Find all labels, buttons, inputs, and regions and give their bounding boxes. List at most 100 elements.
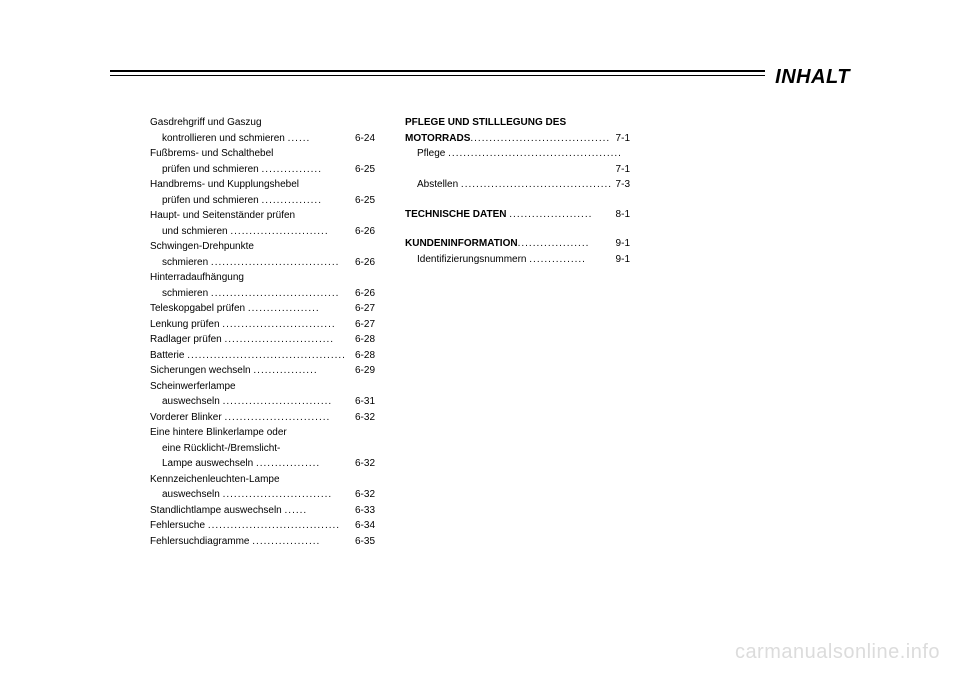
toc-page: 6-28 [353,348,375,364]
toc-page: 6-33 [353,503,375,519]
toc-entry: Lampe auswechseln ................. 6-32 [150,456,375,472]
toc-entry: Sicherungen wechseln ................. 6-… [150,363,375,379]
toc-column-2: PFLEGE UND STILLLEGUNG DES MOTORRADS....… [405,115,630,549]
toc-page: 6-25 [353,162,375,178]
page: INHALT Gasdrehgriff und Gaszug kontrolli… [0,0,960,678]
leader: ................. [256,458,320,469]
toc-label: Schwingen-Drehpunkte [150,241,254,252]
toc-entry: Standlichtlampe auswechseln ...... 6-33 [150,503,375,519]
leader: ............... [529,254,586,265]
toc-label: Abstellen [417,179,458,190]
toc-entry: kontrollieren und schmieren ......6-24 [150,131,375,147]
toc-label: Standlichtlampe auswechseln [150,505,282,516]
toc-label: prüfen und schmieren [162,164,259,175]
leader: ................. [253,365,317,376]
leader: ............................. [225,334,335,345]
toc-page: 9-1 [614,252,630,268]
toc-label: Gasdrehgriff und Gaszug [150,117,262,128]
toc-entry: Schwingen-Drehpunkte [150,239,375,255]
toc-entry: schmieren ..............................… [150,255,375,271]
toc-page: 6-27 [353,317,375,333]
toc-label: Pflege [417,148,445,159]
toc-entry: Fehlersuchdiagramme .................. 6-… [150,534,375,550]
toc-label: Fehlersuchdiagramme [150,536,250,547]
toc-page: 6-29 [353,363,375,379]
toc-entry: Batterie ...............................… [150,348,375,364]
toc-entry: Fehlersuche ............................… [150,518,375,534]
toc-entry: Lenkung prüfen .........................… [150,317,375,333]
toc-page: 6-32 [353,410,375,426]
toc-entry: Haupt- und Seitenständer prüfen [150,208,375,224]
toc-label: Lenkung prüfen [150,319,220,330]
toc-entry: Fußbrems- und Schalthebel [150,146,375,162]
toc-page: 6-32 [353,487,375,503]
toc-label: Scheinwerferlampe [150,381,236,392]
toc-entry: Kennzeichenleuchten-Lampe [150,472,375,488]
toc-entry: Scheinwerferlampe [150,379,375,395]
toc-entry: Vorderer Blinker .......................… [150,410,375,426]
toc-entry: auswechseln ............................… [150,487,375,503]
toc-columns: Gasdrehgriff und Gaszug kontrollieren un… [150,115,630,549]
toc-page: 6-26 [353,224,375,240]
toc-page: 7-3 [614,177,630,193]
header-rule-thin [110,75,850,76]
leader: ................... [518,238,590,249]
toc-entry: eine Rücklicht-/Bremslicht- [150,441,375,457]
leader: ............................. [223,489,333,500]
toc-label: Identifizierungsnummern [417,254,527,265]
toc-page: 6-27 [353,301,375,317]
toc-label: Fußbrems- und Schalthebel [150,148,273,159]
toc-section-heading: KUNDENINFORMATION [405,238,518,249]
leader: .................................. [211,288,339,299]
toc-entry: KUNDENINFORMATION................... 9-1 [405,236,630,252]
toc-page: 6-32 [353,456,375,472]
toc-entry: TECHNISCHE DATEN ...................... 8… [405,207,630,223]
toc-entry: Eine hintere Blinkerlampe oder [150,425,375,441]
toc-entry: Abstellen ..............................… [405,177,630,193]
toc-label: Sicherungen wechseln [150,365,251,376]
header-rule-thick [110,70,850,72]
toc-page: 8-1 [614,207,630,223]
toc-page: 6-35 [353,534,375,550]
toc-page: 6-24 [353,131,375,147]
toc-label: MOTORRADS [405,133,470,144]
toc-section-heading: TECHNISCHE DATEN [405,209,506,220]
leader: ........................................ [461,179,612,190]
leader: ...... [285,505,308,516]
toc-page: 6-26 [353,255,375,271]
toc-entry: prüfen und schmieren ................6-2… [150,193,375,209]
leader: ........................................… [448,148,622,159]
toc-label: Batterie [150,350,184,361]
toc-page: 6-34 [353,518,375,534]
toc-label: Haupt- und Seitenständer prüfen [150,210,295,221]
toc-entry: Pflege .................................… [405,146,630,177]
watermark: carmanualsonline.info [735,641,940,664]
toc-entry: Handbrems- und Kupplungshebel [150,177,375,193]
toc-page: 7-1 [614,162,630,178]
toc-label: auswechseln [162,396,220,407]
toc-entry: Teleskopgabel prüfen ...................… [150,301,375,317]
toc-entry: Gasdrehgriff und Gaszug [150,115,375,131]
toc-label: Lampe auswechseln [162,458,253,469]
leader: .................................. [211,257,339,268]
toc-label: Fehlersuche [150,520,205,531]
toc-label: Radlager prüfen [150,334,222,345]
toc-entry: Identifizierungsnummern ............... 9… [405,252,630,268]
toc-page: 9-1 [614,236,630,252]
leader: .......................... [230,226,328,237]
toc-label: schmieren [162,288,208,299]
leader: .............................. [222,319,335,330]
leader: ...... [288,133,311,144]
toc-page: 7-1 [614,131,630,147]
toc-label: Teleskopgabel prüfen [150,303,245,314]
toc-label: eine Rücklicht-/Bremslicht- [162,443,280,454]
leader: ..................................... [470,133,610,144]
toc-entry: Hinterradaufhängung [150,270,375,286]
page-title: INHALT [765,66,850,89]
leader: .................. [252,536,320,547]
leader: ................................... [208,520,340,531]
toc-entry: schmieren ..............................… [150,286,375,302]
leader: ...................... [509,209,592,220]
toc-label: Handbrems- und Kupplungshebel [150,179,299,190]
toc-entry: prüfen und schmieren ................6-2… [150,162,375,178]
